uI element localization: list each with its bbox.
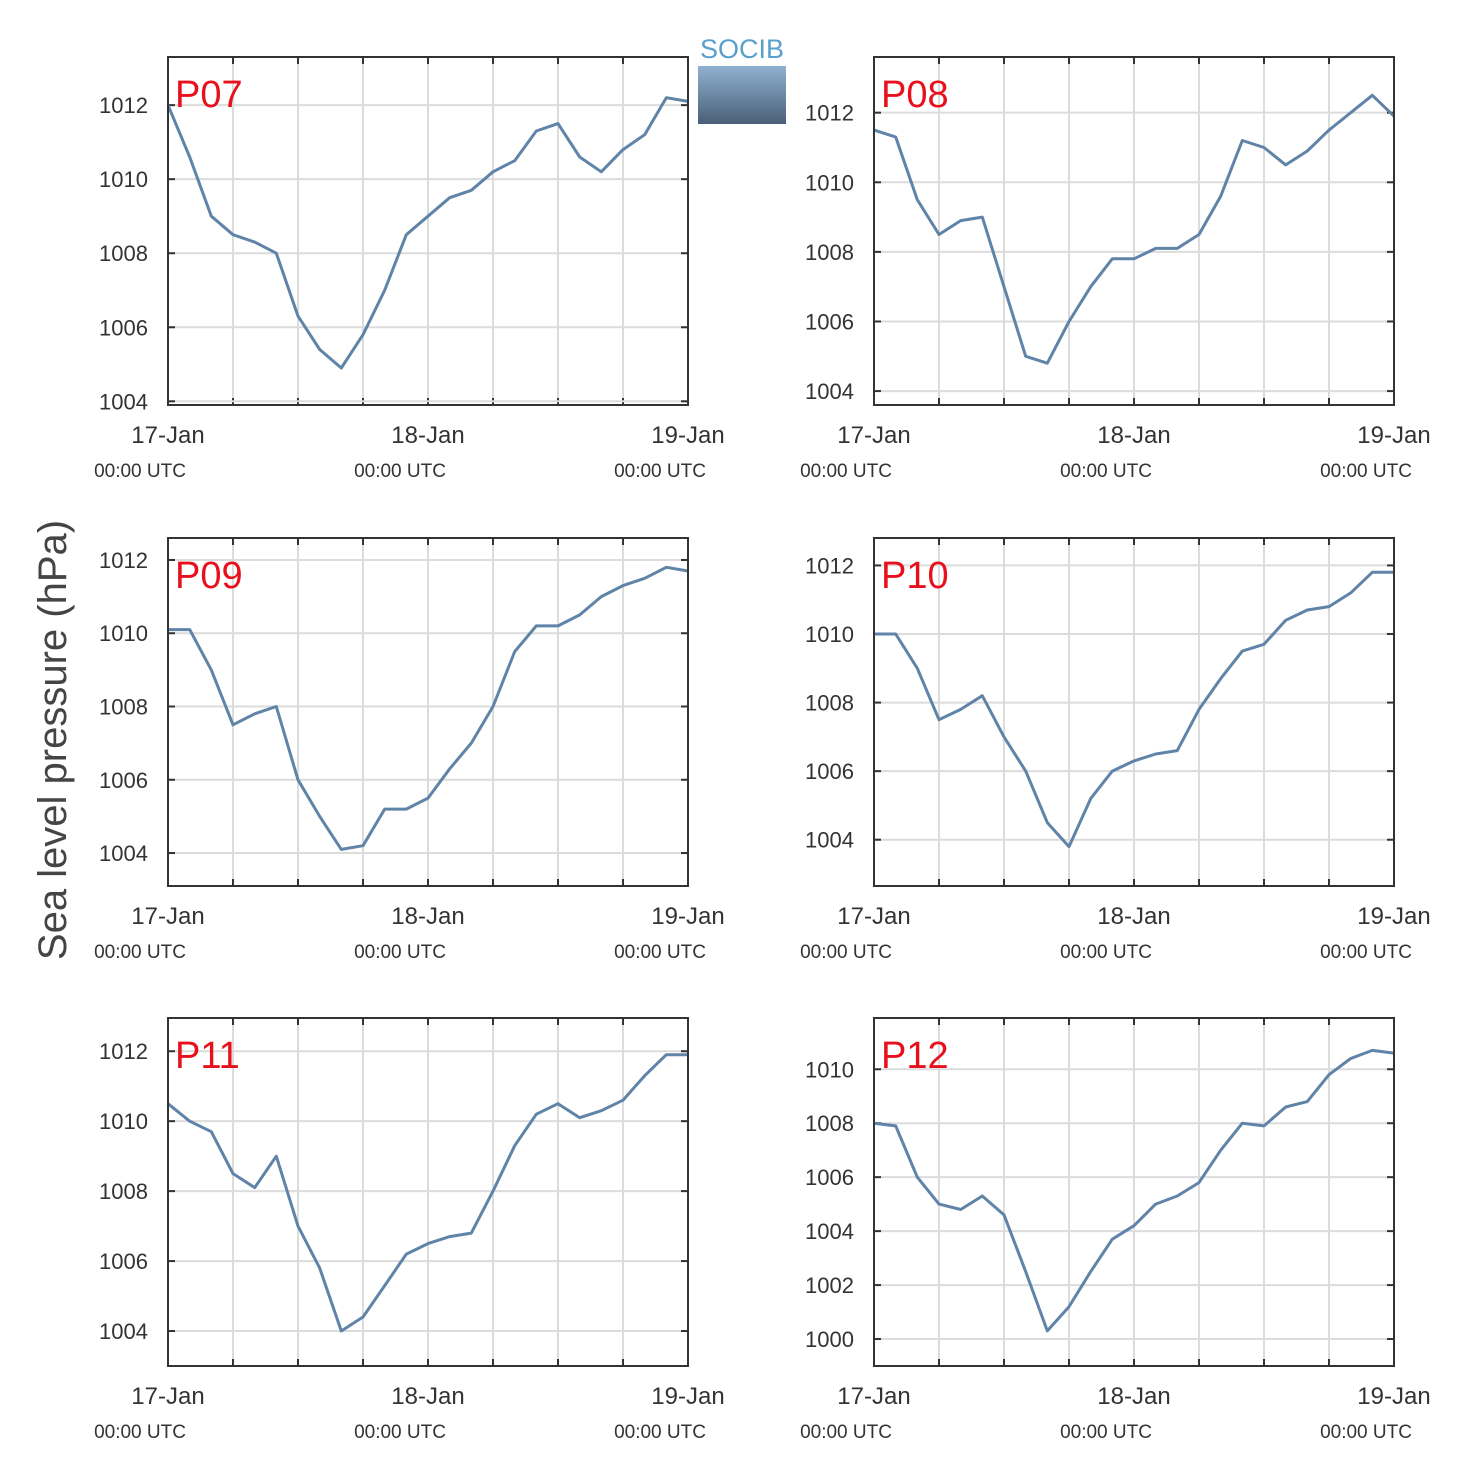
x-tick-sublabel: 00:00 UTC	[94, 942, 186, 963]
y-tick-label: 1010	[99, 167, 148, 192]
x-tick-label: 17-Jan	[837, 422, 910, 449]
y-tick-label: 1006	[805, 1165, 854, 1190]
y-tick-label: 1008	[99, 695, 148, 720]
y-tick-label: 1010	[805, 170, 854, 195]
data-line	[874, 570, 1394, 849]
panel-title: P07	[175, 74, 243, 116]
x-tick-label: 18-Jan	[391, 422, 464, 449]
x-tick-sublabel: 00:00 UTC	[614, 1422, 706, 1443]
x-tick-label: 18-Jan	[391, 1383, 464, 1410]
x-tick-label: 18-Jan	[1097, 1383, 1170, 1410]
y-tick-label: 1012	[99, 548, 148, 573]
panel-title: P10	[881, 555, 949, 597]
panel: 17-Jan 00:00 UTC 18-Jan 00:00 UTC 19-Jan 00:0…	[800, 537, 1431, 963]
y-tick-label: 1000	[805, 1327, 854, 1352]
y-tick-label: 1008	[805, 1111, 854, 1136]
x-tick-label: 19-Jan	[651, 1383, 724, 1410]
y-tick-label: 1010	[805, 1057, 854, 1082]
panel-title: P09	[175, 555, 243, 597]
y-tick-label: 1004	[99, 389, 148, 414]
plot-frame	[167, 537, 689, 887]
x-tick-sublabel: 00:00 UTC	[1060, 1422, 1152, 1443]
x-tick-label: 17-Jan	[837, 903, 910, 930]
plot-frame	[873, 56, 1395, 406]
x-tick-sublabel: 00:00 UTC	[800, 942, 892, 963]
data-line	[167, 1053, 688, 1333]
x-tick-sublabel: 00:00 UTC	[1320, 1422, 1412, 1443]
x-tick-sublabel: 00:00 UTC	[800, 461, 892, 482]
data-line	[873, 1048, 1395, 1333]
data-line	[873, 93, 1396, 365]
y-tick-label: 1006	[99, 315, 148, 340]
y-tick-label: 1006	[805, 309, 854, 334]
x-tick-sublabel: 00:00 UTC	[1060, 461, 1152, 482]
y-tick-label: 1006	[99, 1249, 148, 1274]
x-tick-label: 18-Jan	[1097, 903, 1170, 930]
x-tick-label: 17-Jan	[837, 1383, 910, 1410]
plot-frame	[873, 1017, 1395, 1367]
y-tick-label: 1006	[805, 759, 854, 784]
y-tick-label: 1008	[99, 241, 148, 266]
logo-shape	[698, 66, 786, 124]
x-tick-label: 18-Jan	[1097, 422, 1170, 449]
y-tick-label: 1004	[805, 1219, 854, 1244]
x-tick-label: 19-Jan	[651, 422, 724, 449]
x-tick-sublabel: 00:00 UTC	[800, 1422, 892, 1443]
x-tick-sublabel: 00:00 UTC	[1320, 461, 1412, 482]
data-line	[166, 96, 689, 370]
x-tick-label: 19-Jan	[1357, 1383, 1430, 1410]
y-tick-label: 1004	[805, 379, 854, 404]
x-tick-sublabel: 00:00 UTC	[94, 1422, 186, 1443]
x-tick-label: 18-Jan	[391, 903, 464, 930]
plot-frame	[873, 537, 1395, 887]
panel-title: P12	[881, 1035, 949, 1077]
y-tick-label: 1012	[99, 93, 148, 118]
plot-frame	[167, 1017, 689, 1367]
y-tick-label: 1012	[805, 553, 854, 578]
y-tick-label: 1008	[805, 691, 854, 716]
panel-title: P08	[881, 74, 949, 116]
y-tick-label: 1006	[99, 768, 148, 793]
y-tick-label: 1004	[99, 841, 148, 866]
x-tick-sublabel: 00:00 UTC	[1320, 942, 1412, 963]
x-tick-label: 19-Jan	[1357, 422, 1430, 449]
y-axis-label: Sea level pressure (hPa)	[31, 520, 75, 960]
y-tick-label: 1010	[99, 1109, 148, 1134]
y-tick-label: 1004	[99, 1319, 148, 1344]
y-tick-label: 1008	[99, 1179, 148, 1204]
y-tick-label: 1004	[805, 828, 854, 853]
panel: 17-Jan 00:00 UTC 18-Jan 00:00 UTC 19-Jan 00:0…	[94, 1017, 725, 1443]
y-tick-label: 1010	[99, 621, 148, 646]
y-tick-label: 1012	[99, 1039, 148, 1064]
panel: 17-Jan 00:00 UTC 18-Jan 00:00 UTC 19-Jan 00:0…	[94, 537, 725, 963]
panel: 17-Jan 00:00 UTC 18-Jan 00:00 UTC 19-Jan 00:0…	[94, 56, 725, 482]
x-tick-label: 17-Jan	[131, 1383, 204, 1410]
x-tick-sublabel: 00:00 UTC	[1060, 942, 1152, 963]
y-tick-label: 1008	[805, 240, 854, 265]
plot-frame	[167, 56, 689, 406]
panel-title: P11	[175, 1035, 240, 1077]
x-tick-sublabel: 00:00 UTC	[354, 942, 446, 963]
x-tick-label: 19-Jan	[651, 903, 724, 930]
panel: 17-Jan 00:00 UTC 18-Jan 00:00 UTC 19-Jan 00:0…	[800, 56, 1431, 482]
x-tick-sublabel: 00:00 UTC	[614, 461, 706, 482]
y-tick-label: 1012	[805, 101, 854, 126]
x-tick-sublabel: 00:00 UTC	[614, 942, 706, 963]
data-line	[168, 565, 689, 851]
y-tick-label: 1002	[805, 1273, 854, 1298]
x-tick-sublabel: 00:00 UTC	[94, 461, 186, 482]
panel: 17-Jan 00:00 UTC 18-Jan 00:00 UTC 19-Jan 00:0…	[800, 1017, 1431, 1443]
y-tick-label: 1010	[805, 622, 854, 647]
x-tick-label: 17-Jan	[131, 422, 204, 449]
x-tick-label: 17-Jan	[131, 903, 204, 930]
logo-text: SOCIB	[700, 34, 784, 64]
x-tick-sublabel: 00:00 UTC	[354, 461, 446, 482]
x-tick-sublabel: 00:00 UTC	[354, 1422, 446, 1443]
logo: SOCIB	[698, 34, 786, 124]
x-tick-label: 19-Jan	[1357, 903, 1430, 930]
